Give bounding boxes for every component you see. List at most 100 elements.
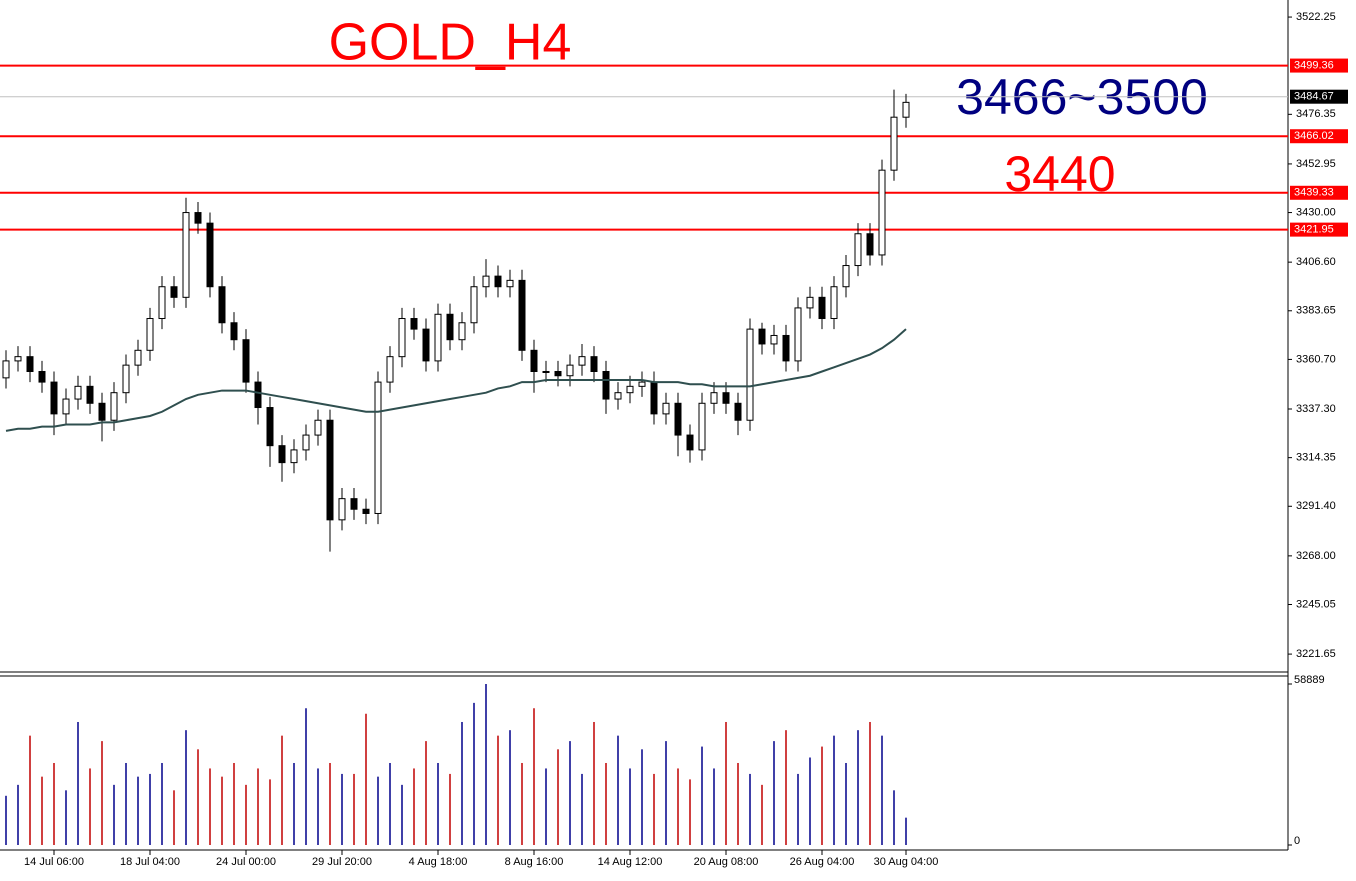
- candle-body: [230, 322, 238, 341]
- candle-body: [134, 349, 142, 366]
- candle-body: [782, 334, 790, 362]
- candle-body: [770, 334, 778, 345]
- candle-body: [26, 356, 34, 372]
- candle-body: [734, 402, 742, 421]
- candle-body: [2, 360, 10, 379]
- y-tick-label: 3245.05: [1296, 598, 1336, 610]
- candle-body: [218, 286, 226, 324]
- y-tick-label: 3268.00: [1296, 550, 1336, 562]
- candle-body: [614, 392, 622, 400]
- candle-body: [494, 275, 502, 288]
- candle-body: [866, 233, 874, 256]
- candle-body: [398, 318, 406, 358]
- x-tick-label: 29 Jul 20:00: [312, 856, 372, 868]
- candle-body: [386, 356, 394, 383]
- y-tick-label: 3522.25: [1296, 11, 1336, 23]
- candle-body: [158, 286, 166, 320]
- candle-body: [194, 212, 202, 224]
- y-tick-label: 3430.00: [1296, 206, 1336, 218]
- level-label: 3439.33: [1294, 187, 1334, 199]
- candle-body: [362, 508, 370, 514]
- candle-body: [590, 356, 598, 372]
- candle-body: [470, 286, 478, 324]
- candle-body: [170, 286, 178, 298]
- x-tick-label: 4 Aug 18:00: [409, 856, 468, 868]
- candle-body: [422, 328, 430, 362]
- candle-body: [794, 307, 802, 362]
- level-label: 3466.02: [1294, 130, 1334, 142]
- x-tick-label: 14 Jul 06:00: [24, 856, 84, 868]
- annotation: 3466~3500: [956, 69, 1208, 125]
- candle-body: [902, 101, 910, 118]
- candle-body: [554, 370, 562, 377]
- candle-body: [350, 498, 358, 510]
- candle-body: [698, 402, 706, 451]
- candle-body: [722, 392, 730, 404]
- candle-body: [410, 318, 418, 330]
- y-tick-label: 3360.70: [1296, 353, 1336, 365]
- candle-body: [674, 402, 682, 436]
- candle-body: [74, 385, 82, 400]
- volume-tick-label: 58889: [1294, 674, 1325, 686]
- candle-body: [578, 356, 586, 366]
- candle-body: [710, 392, 718, 404]
- x-tick-label: 8 Aug 16:00: [505, 856, 564, 868]
- candle-body: [302, 434, 310, 451]
- candle-body: [650, 381, 658, 415]
- x-tick-label: 24 Jul 00:00: [216, 856, 276, 868]
- candle-body: [146, 318, 154, 351]
- x-tick-label: 18 Jul 04:00: [120, 856, 180, 868]
- candle-body: [242, 339, 250, 383]
- level-box: [1290, 58, 1348, 73]
- chart-title: GOLD_H4: [329, 14, 572, 72]
- candle-body: [98, 402, 106, 421]
- candle-body: [374, 381, 382, 514]
- candle-body: [254, 381, 262, 409]
- candle-body: [278, 445, 286, 464]
- candle-body: [686, 434, 694, 451]
- level-box: [1290, 185, 1348, 200]
- candle-body: [830, 286, 838, 320]
- candle-body: [338, 498, 346, 521]
- candle-body: [566, 364, 574, 377]
- y-tick-label: 3221.65: [1296, 648, 1336, 660]
- candle-body: [50, 381, 58, 415]
- x-tick-label: 20 Aug 08:00: [694, 856, 759, 868]
- y-tick-label: 3291.40: [1296, 500, 1336, 512]
- level-box: [1290, 222, 1348, 237]
- candle-body: [62, 398, 70, 415]
- current-price-box: [1290, 89, 1348, 104]
- candle-body: [518, 279, 526, 351]
- x-tick-label: 26 Aug 04:00: [790, 856, 855, 868]
- candle-body: [638, 381, 646, 387]
- y-tick-label: 3452.95: [1296, 158, 1336, 170]
- candle-body: [602, 370, 610, 400]
- volume-tick-label: 0: [1294, 835, 1300, 847]
- candle-body: [290, 449, 298, 464]
- candle-body: [854, 233, 862, 267]
- candle-body: [818, 296, 826, 320]
- candle-body: [530, 349, 538, 372]
- candle-body: [14, 356, 22, 362]
- candle-body: [626, 385, 634, 394]
- x-tick-label: 30 Aug 04:00: [874, 856, 939, 868]
- moving-average: [5, 328, 907, 432]
- y-tick-label: 3337.30: [1296, 403, 1336, 415]
- candle-body: [110, 392, 118, 421]
- candle-body: [662, 402, 670, 415]
- candle-body: [806, 296, 814, 309]
- candle-body: [314, 419, 322, 436]
- candle-body: [746, 328, 754, 421]
- y-tick-label: 3383.65: [1296, 305, 1336, 317]
- candle-body: [446, 313, 454, 341]
- candle-body: [38, 370, 46, 383]
- candle-body: [122, 364, 130, 394]
- candle-body: [506, 279, 514, 288]
- x-tick-label: 14 Aug 12:00: [598, 856, 663, 868]
- candle-body: [482, 275, 490, 288]
- candle-body: [542, 370, 550, 373]
- candle-body: [206, 222, 214, 288]
- candle-body: [878, 169, 886, 256]
- candle-body: [266, 407, 274, 447]
